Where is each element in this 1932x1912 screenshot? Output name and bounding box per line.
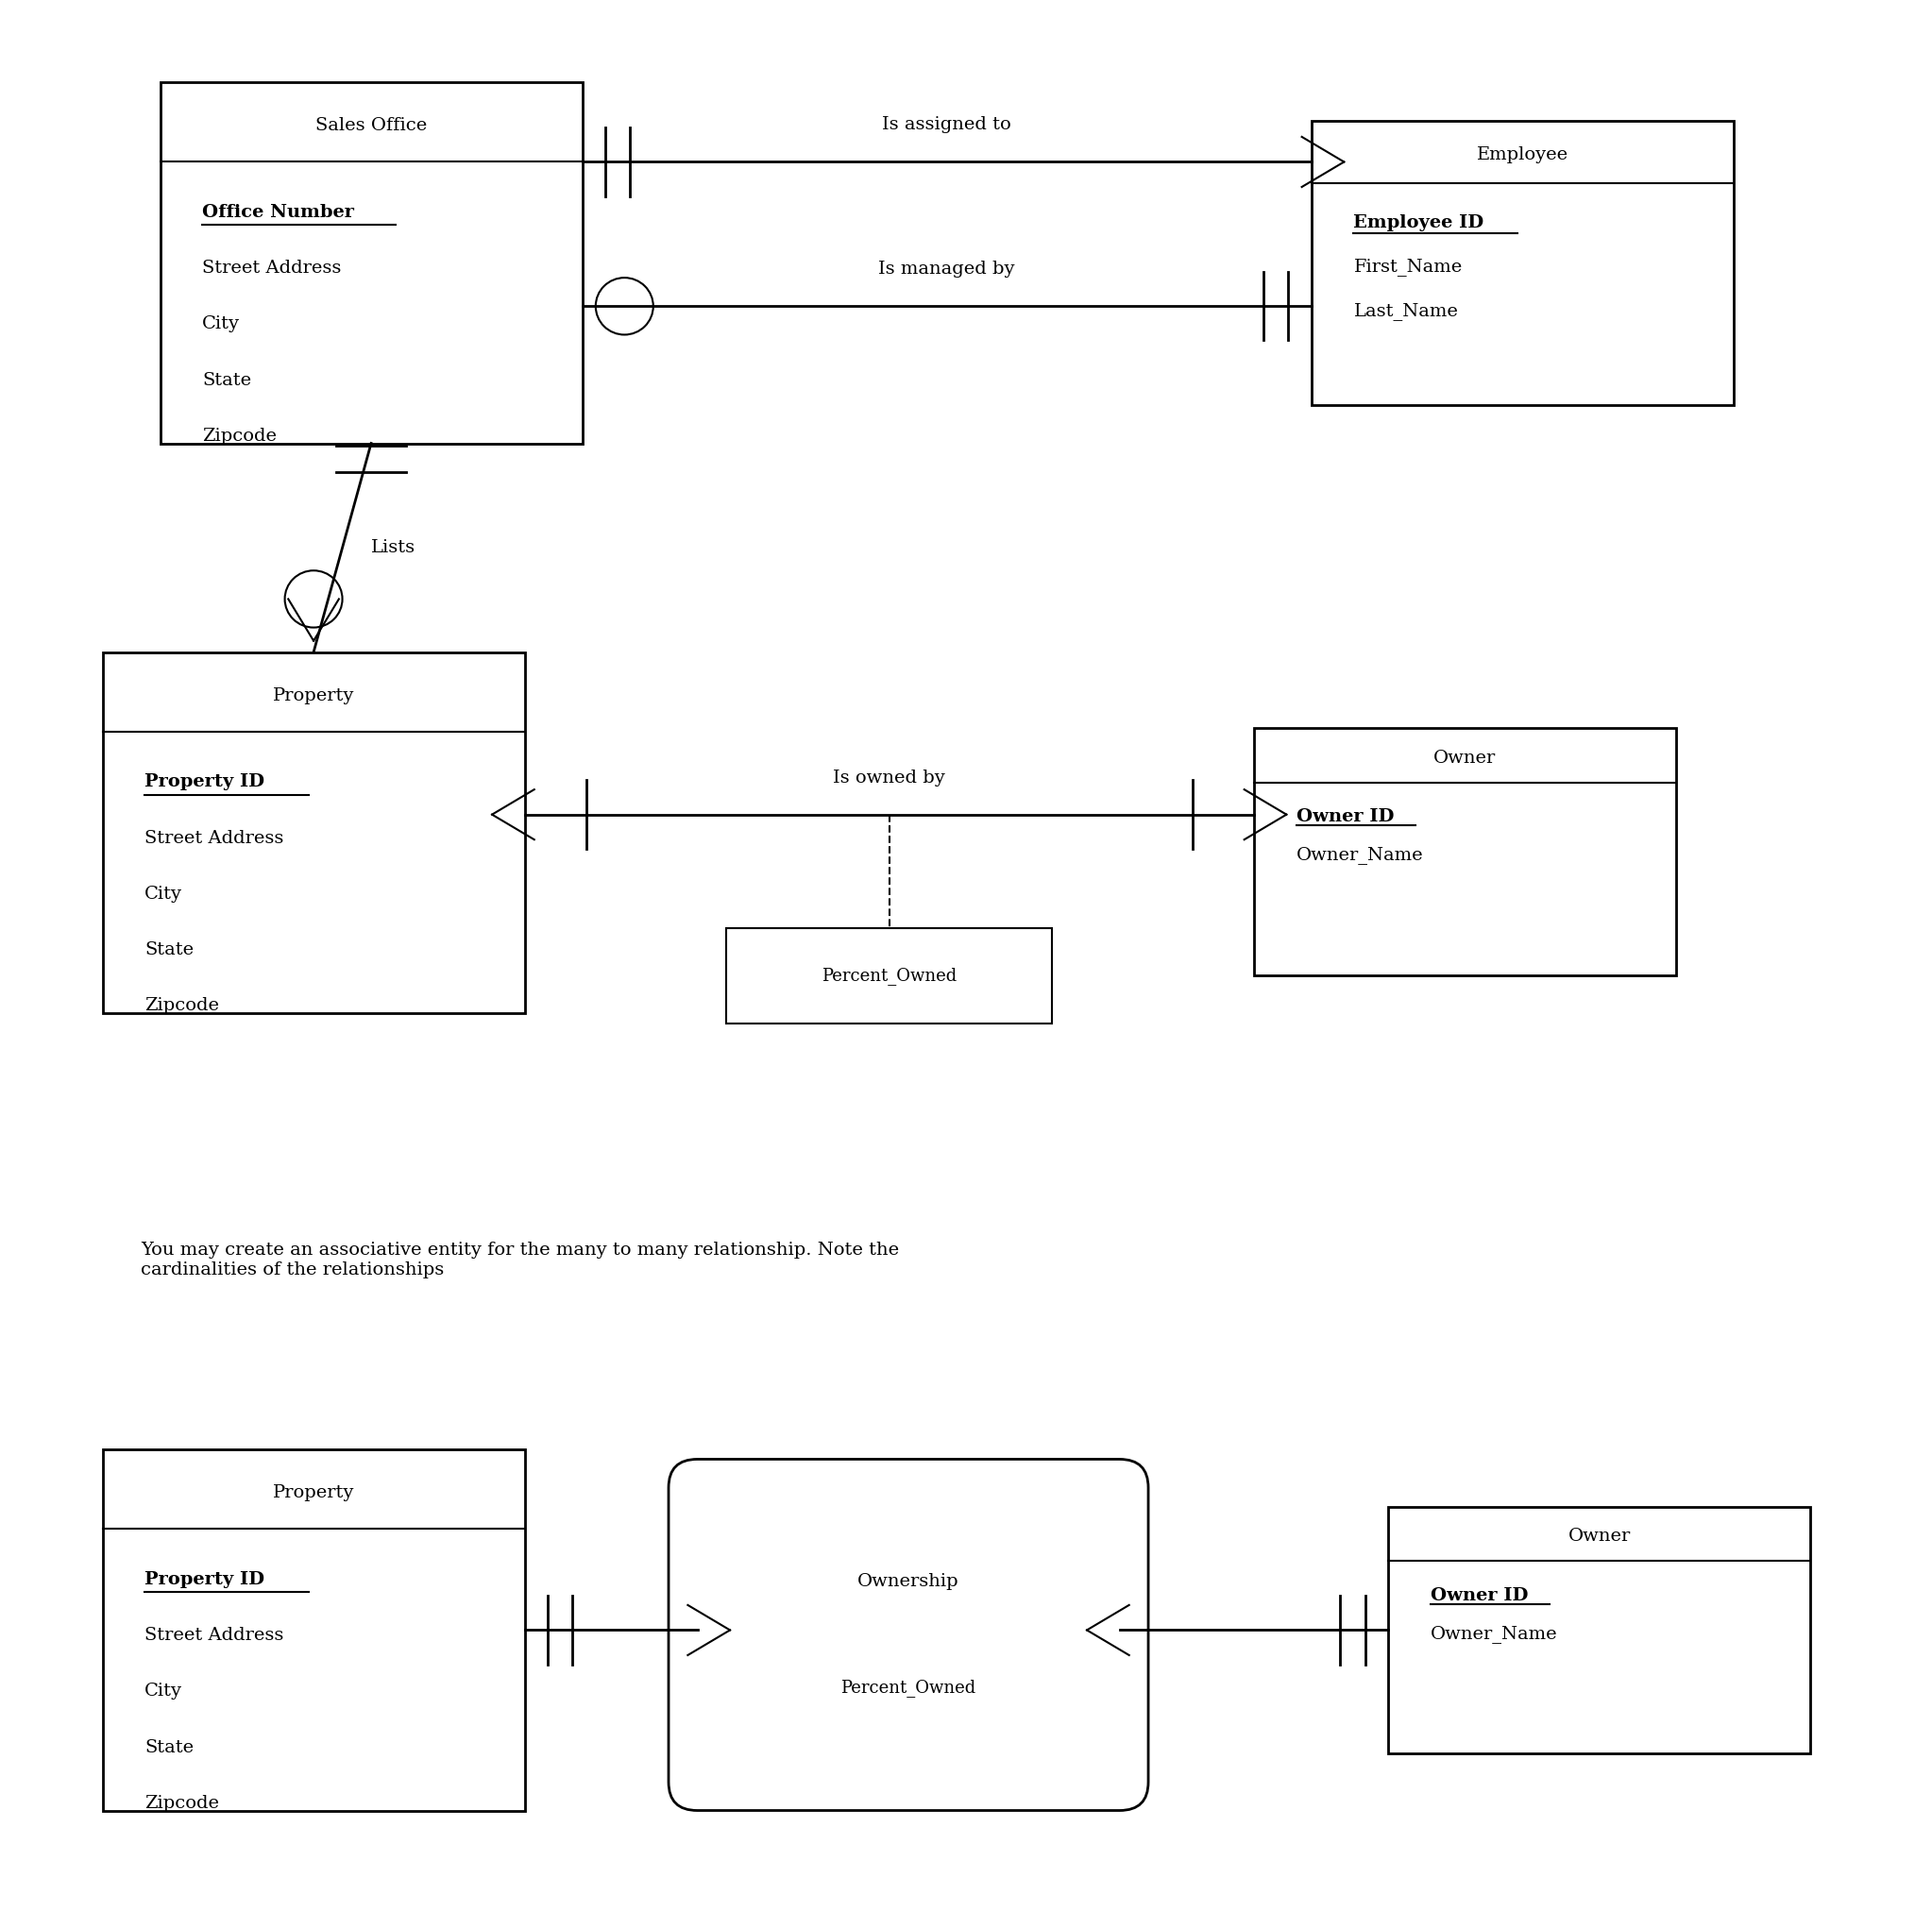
Text: City: City xyxy=(145,1683,182,1700)
Text: First_Name: First_Name xyxy=(1354,258,1463,275)
Bar xyxy=(1389,1507,1810,1753)
Bar xyxy=(726,929,1053,1023)
Text: Office Number: Office Number xyxy=(203,205,354,222)
Text: City: City xyxy=(145,885,182,902)
Text: Employee ID: Employee ID xyxy=(1354,214,1484,231)
Text: State: State xyxy=(203,371,251,388)
Text: Employee: Employee xyxy=(1476,145,1569,163)
Text: Property ID: Property ID xyxy=(145,1572,265,1589)
Text: Owner_Name: Owner_Name xyxy=(1430,1625,1557,1642)
Text: Zipcode: Zipcode xyxy=(145,1795,220,1813)
Bar xyxy=(1312,120,1733,405)
Text: Is owned by: Is owned by xyxy=(833,769,945,786)
Text: Street Address: Street Address xyxy=(145,1627,284,1644)
Bar xyxy=(160,82,582,444)
Text: Is managed by: Is managed by xyxy=(879,260,1014,277)
Text: Zipcode: Zipcode xyxy=(203,428,276,445)
Text: Percent_Owned: Percent_Owned xyxy=(821,967,956,985)
Text: Sales Office: Sales Office xyxy=(315,117,427,134)
FancyBboxPatch shape xyxy=(668,1459,1148,1811)
Text: Lists: Lists xyxy=(371,539,415,556)
Text: Last_Name: Last_Name xyxy=(1354,302,1459,321)
Bar xyxy=(102,1449,526,1811)
Text: State: State xyxy=(145,941,193,958)
Text: You may create an associative entity for the many to many relationship. Note the: You may create an associative entity for… xyxy=(141,1241,898,1277)
Text: Percent_Owned: Percent_Owned xyxy=(840,1679,976,1696)
Text: Street Address: Street Address xyxy=(145,830,284,847)
Text: Owner: Owner xyxy=(1434,750,1495,767)
Text: Owner: Owner xyxy=(1569,1528,1631,1545)
Text: State: State xyxy=(145,1738,193,1755)
Text: Street Address: Street Address xyxy=(203,260,342,277)
Text: Ownership: Ownership xyxy=(858,1574,960,1591)
Text: Zipcode: Zipcode xyxy=(145,998,220,1013)
Text: City: City xyxy=(203,315,240,333)
Text: Property: Property xyxy=(272,686,354,704)
Text: Owner_Name: Owner_Name xyxy=(1296,847,1424,864)
Bar xyxy=(102,652,526,1013)
Bar xyxy=(1254,728,1675,975)
Text: Owner ID: Owner ID xyxy=(1296,809,1393,826)
Text: Property ID: Property ID xyxy=(145,774,265,790)
Text: Owner ID: Owner ID xyxy=(1430,1587,1528,1604)
Text: Property: Property xyxy=(272,1484,354,1501)
Text: Is assigned to: Is assigned to xyxy=(883,117,1010,134)
